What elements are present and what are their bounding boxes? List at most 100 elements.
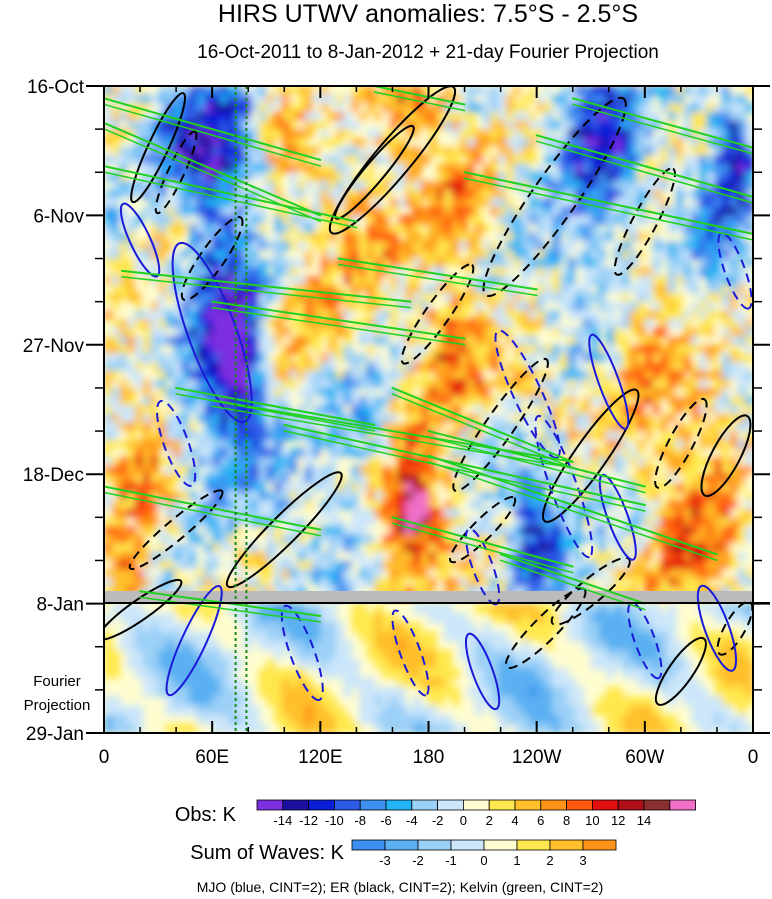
field-cell bbox=[683, 301, 693, 312]
field-cell bbox=[266, 413, 275, 424]
field-cell bbox=[745, 327, 753, 337]
field-cell bbox=[165, 180, 175, 191]
field-cell bbox=[235, 353, 244, 363]
field-cell bbox=[668, 215, 677, 225]
field-cell bbox=[405, 560, 414, 570]
field-cell bbox=[413, 569, 422, 579]
field-cell bbox=[351, 267, 360, 277]
field-cell bbox=[235, 431, 244, 441]
field-cell bbox=[173, 318, 183, 329]
field-cell bbox=[467, 370, 476, 381]
field-cell bbox=[428, 146, 438, 156]
field-cell bbox=[621, 189, 631, 199]
field-cell bbox=[281, 111, 291, 122]
field-cell bbox=[359, 482, 368, 493]
field-cell bbox=[498, 111, 507, 122]
field-cell bbox=[521, 551, 530, 562]
field-cell bbox=[745, 189, 753, 199]
field-cell bbox=[613, 94, 623, 105]
field-cell bbox=[675, 379, 685, 389]
projection-cell bbox=[513, 622, 523, 633]
field-cell bbox=[289, 413, 298, 424]
projection-cell bbox=[328, 603, 337, 614]
field-cell bbox=[436, 474, 445, 484]
field-cell bbox=[420, 405, 430, 415]
field-cell bbox=[505, 275, 515, 286]
field-cell bbox=[413, 362, 422, 372]
field-cell bbox=[359, 353, 368, 363]
field-cell bbox=[127, 465, 136, 476]
field-cell bbox=[420, 551, 430, 562]
field-cell bbox=[382, 336, 391, 346]
field-cell bbox=[505, 293, 515, 303]
field-cell bbox=[389, 491, 399, 501]
field-cell bbox=[413, 293, 422, 303]
field-cell bbox=[513, 232, 523, 243]
field-cell bbox=[250, 111, 260, 122]
field-cell bbox=[444, 396, 453, 407]
field-cell bbox=[583, 180, 592, 191]
field-cell bbox=[304, 249, 314, 260]
field-cell bbox=[204, 560, 213, 570]
field-cell bbox=[698, 284, 708, 294]
field-cell bbox=[250, 396, 260, 407]
field-cell bbox=[637, 517, 646, 527]
field-cell bbox=[621, 241, 631, 251]
field-cell bbox=[444, 474, 453, 484]
field-cell bbox=[552, 327, 561, 337]
field-cell bbox=[359, 189, 368, 199]
field-cell bbox=[505, 206, 515, 217]
field-cell bbox=[706, 543, 716, 553]
field-cell bbox=[142, 551, 152, 562]
field-cell bbox=[165, 551, 175, 562]
field-cell bbox=[621, 413, 631, 424]
field-cell bbox=[482, 362, 492, 372]
field-cell bbox=[119, 413, 129, 424]
field-cell bbox=[428, 396, 438, 407]
field-cell bbox=[297, 413, 306, 424]
field-cell bbox=[335, 569, 345, 579]
field-cell bbox=[212, 560, 221, 570]
field-cell bbox=[621, 249, 631, 260]
field-cell bbox=[459, 474, 468, 484]
field-cell bbox=[668, 551, 677, 562]
field-cell bbox=[637, 310, 646, 320]
field-cell bbox=[104, 474, 113, 484]
field-cell bbox=[590, 474, 600, 484]
field-cell bbox=[606, 206, 615, 217]
field-cell bbox=[320, 327, 329, 337]
field-cell bbox=[490, 180, 499, 191]
field-cell bbox=[436, 439, 445, 450]
field-cell bbox=[328, 318, 337, 329]
field-cell bbox=[274, 405, 283, 415]
field-cell bbox=[420, 232, 430, 243]
field-cell bbox=[745, 448, 753, 458]
field-cell bbox=[644, 267, 654, 277]
field-cell bbox=[521, 241, 530, 251]
field-cell bbox=[590, 491, 600, 501]
field-cell bbox=[714, 180, 723, 191]
field-cell bbox=[583, 301, 592, 312]
field-cell bbox=[660, 293, 669, 303]
field-cell bbox=[598, 163, 608, 174]
field-cell bbox=[637, 206, 646, 217]
field-cell bbox=[189, 448, 198, 458]
field-cell bbox=[250, 482, 260, 493]
field-cell bbox=[111, 284, 121, 294]
projection-cell bbox=[621, 612, 631, 623]
field-cell bbox=[474, 103, 484, 113]
projection-cell bbox=[629, 622, 638, 633]
field-cell bbox=[722, 155, 731, 165]
field-cell bbox=[467, 86, 476, 96]
field-cell bbox=[729, 258, 739, 268]
field-cell bbox=[729, 180, 739, 191]
field-cell bbox=[266, 344, 275, 355]
field-cell bbox=[389, 362, 399, 372]
projection-cell bbox=[212, 640, 221, 651]
field-cell bbox=[583, 526, 592, 536]
field-cell bbox=[668, 224, 677, 234]
field-cell bbox=[196, 146, 206, 156]
field-cell bbox=[189, 258, 198, 268]
field-cell bbox=[428, 318, 438, 329]
field-cell bbox=[158, 456, 167, 467]
